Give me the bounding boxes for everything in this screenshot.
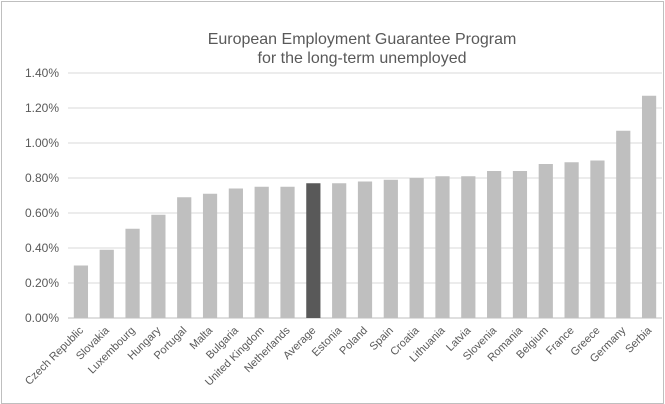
y-tick-label: 1.20% — [25, 101, 59, 115]
x-category-label: Poland — [337, 325, 370, 358]
y-tick-label: 0.80% — [25, 171, 59, 185]
bar-portugal — [177, 197, 192, 318]
bar-luxembourg — [125, 228, 140, 318]
bar-netherlands — [280, 186, 295, 318]
bar-bulgaria — [228, 188, 243, 318]
y-tick-label: 0.20% — [25, 276, 59, 290]
bar-belgium — [538, 164, 553, 318]
bar-greece — [590, 160, 605, 318]
bar-latvia — [461, 176, 476, 318]
bar-united-kingdom — [254, 186, 269, 318]
bar-romania — [512, 171, 528, 318]
y-tick-label: 0.00% — [25, 311, 59, 325]
chart-title-line-1: European Employment Guarantee Program — [208, 31, 517, 48]
y-tick-label: 1.40% — [25, 66, 59, 80]
y-tick-label: 0.60% — [25, 206, 59, 220]
bar-average — [306, 183, 321, 318]
bar-croatia — [409, 178, 424, 318]
y-tick-label: 1.00% — [25, 136, 59, 150]
bar-slovenia — [487, 171, 502, 318]
bar-lithuania — [435, 176, 450, 318]
bar-spain — [383, 179, 398, 318]
x-category-label: Serbia — [623, 324, 655, 356]
chart-title-line-2: for the long-term unemployed — [258, 50, 467, 67]
bar-serbia — [641, 95, 657, 318]
bars — [73, 95, 657, 318]
bar-czech-republic — [73, 265, 89, 318]
bar-poland — [357, 181, 373, 318]
x-category-label: Estonia — [310, 324, 345, 359]
bar-hungary — [151, 214, 166, 318]
bar-malta — [202, 193, 218, 318]
bar-estonia — [332, 183, 347, 318]
bar-germany — [616, 130, 631, 318]
y-axis-tick-labels: 0.00% 0.20% 0.40% 0.60% 0.80% 1.00% 1.20% 1.40% — [25, 66, 59, 325]
x-axis-category-labels: Czech RepublicSlovakiaLuxembourgHungaryP… — [23, 324, 655, 388]
bar-slovakia — [99, 249, 114, 318]
y-tick-label: 0.40% — [25, 241, 59, 255]
bar-france — [564, 162, 579, 318]
